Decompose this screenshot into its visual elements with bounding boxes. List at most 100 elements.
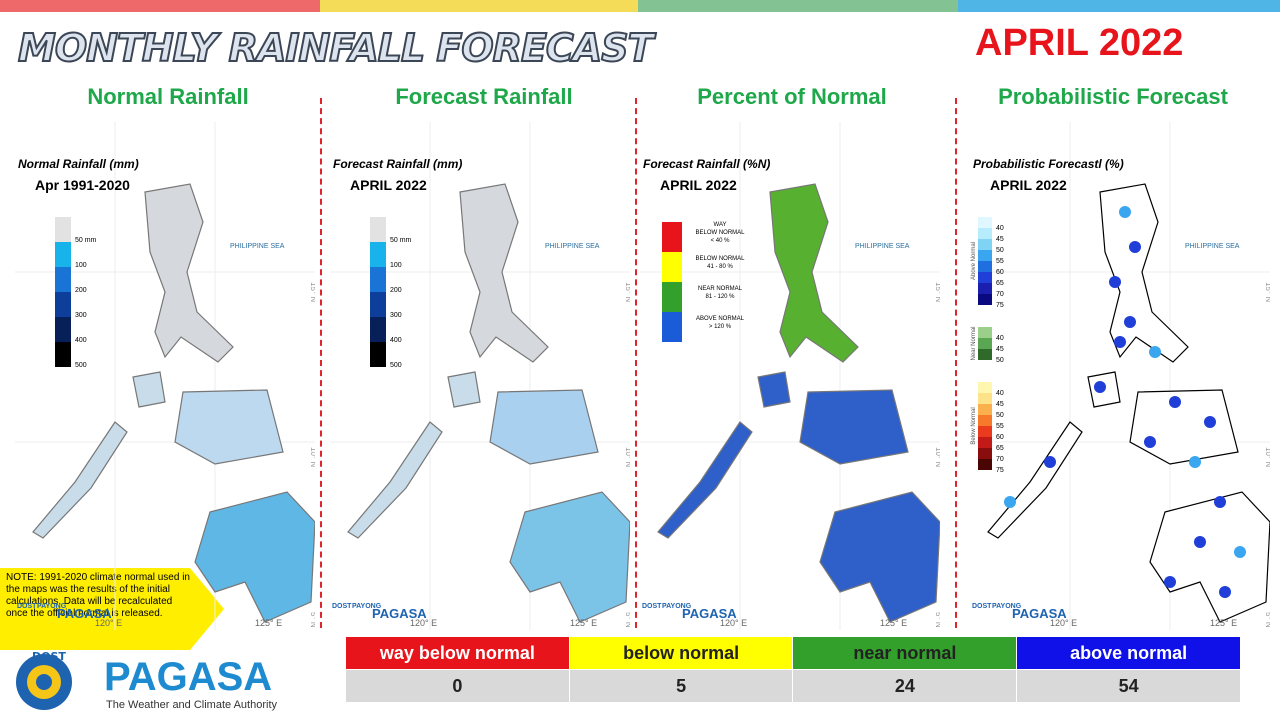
legend-swatch	[978, 239, 992, 250]
legend-tick: 60	[996, 269, 1004, 276]
map: Forecast Rainfall (%N) APRIL 2022 PHILIPPI…	[640, 122, 940, 630]
legend-tick: 50	[996, 412, 1004, 419]
legend-swatch	[55, 267, 71, 292]
legend-swatch	[978, 272, 992, 283]
legend-swatch	[978, 261, 992, 272]
legend-swatch	[978, 228, 992, 239]
island	[987, 421, 1083, 539]
legend-tick: 50	[996, 357, 1004, 364]
legend-tick: 60	[996, 434, 1004, 441]
legend-label: 400	[390, 337, 402, 344]
legend-tick: 55	[996, 258, 1004, 265]
lon-label: 125° E	[880, 618, 907, 628]
lat-label: 15° N	[934, 282, 940, 302]
top-bar	[0, 0, 320, 12]
forecast-dot	[1119, 206, 1131, 218]
island	[657, 421, 753, 539]
legend-swatch	[370, 242, 386, 267]
map-title: Normal Rainfall (mm)	[18, 157, 139, 171]
legend-swatch	[978, 393, 992, 404]
map-subtitle: APRIL 2022	[990, 177, 1067, 193]
island	[489, 389, 599, 465]
legend-swatch	[978, 437, 992, 448]
legend-tick: 70	[996, 291, 1004, 298]
brand-label: PAGASA	[1012, 606, 1067, 621]
category-header: above normal	[1016, 636, 1241, 670]
lon-label: 120° E	[720, 618, 747, 628]
island	[1129, 389, 1239, 465]
legend-tick: 65	[996, 280, 1004, 287]
legend-label: 400	[75, 337, 87, 344]
legend-tick: 45	[996, 236, 1004, 243]
panel-heading: Forecast Rainfall	[395, 84, 573, 109]
legend-swatch	[370, 217, 386, 242]
legend-swatch	[978, 349, 992, 360]
legend-swatch	[978, 327, 992, 338]
island	[447, 371, 481, 408]
count-cell: 0	[345, 669, 570, 703]
logo-tagline: The Weather and Climate Authority	[106, 699, 277, 711]
legend-swatch	[370, 342, 386, 367]
legend-tick: 45	[996, 401, 1004, 408]
map-subtitle: Apr 1991-2020	[35, 177, 130, 193]
legend-tick: 45	[996, 346, 1004, 353]
legend-group-label: Above Normal	[971, 242, 977, 280]
forecast-dot	[1169, 396, 1181, 408]
legend-label: > 120 %	[709, 324, 732, 330]
legend-label: 50 mm	[75, 237, 97, 244]
forecast-dot	[1004, 496, 1016, 508]
forecast-dot	[1094, 381, 1106, 393]
island	[757, 371, 791, 408]
map-title: Forecast Rainfall (%N)	[643, 157, 770, 171]
lat-label: 10° N	[624, 447, 630, 467]
legend-label: BELOW NORMAL	[695, 230, 745, 236]
note: NOTE: 1991-2020 climate normal used in t…	[6, 572, 190, 619]
count-cell: 54	[1016, 669, 1241, 703]
note-box	[0, 568, 224, 650]
lat-label: 10° N	[934, 447, 940, 467]
count-cell: 5	[568, 669, 794, 703]
forecast-dot	[1164, 576, 1176, 588]
legend-swatch	[978, 448, 992, 459]
separator	[635, 98, 637, 628]
legend-swatch	[370, 292, 386, 317]
legend-tick: 40	[996, 225, 1004, 232]
island	[459, 183, 549, 363]
legend-swatch	[370, 267, 386, 292]
island	[1099, 183, 1189, 363]
legend-swatch	[978, 459, 992, 470]
forecast-dot	[1044, 456, 1056, 468]
legend-label: 200	[75, 287, 87, 294]
island	[509, 491, 630, 623]
sea-label: PHILIPPINE SEA	[230, 243, 285, 250]
brand-label: PAYONG	[352, 603, 382, 610]
legend-swatch	[662, 222, 682, 252]
legend-group-label: Near Normal	[971, 326, 977, 360]
legend-label: 500	[75, 362, 87, 369]
island	[194, 491, 315, 623]
separator	[955, 98, 957, 628]
island	[132, 371, 166, 408]
forecast-dot	[1194, 536, 1206, 548]
lat-label: 5° N	[624, 612, 630, 628]
legend-tick: 40	[996, 335, 1004, 342]
forecast-dot	[1124, 316, 1136, 328]
brand-label: PAGASA	[372, 606, 427, 621]
forecast-dot	[1234, 546, 1246, 558]
legend-tick: 50	[996, 247, 1004, 254]
top-bar	[638, 0, 958, 12]
legend-swatch	[662, 282, 682, 312]
legend-label: 50 mm	[390, 237, 412, 244]
brand-label: PAYONG	[992, 603, 1022, 610]
forecast-dot	[1214, 496, 1226, 508]
legend-swatch	[55, 292, 71, 317]
legend-swatch	[978, 294, 992, 305]
category-header: near normal	[792, 636, 1018, 670]
island	[144, 183, 234, 363]
legend-label: 200	[390, 287, 402, 294]
legend-label: ABOVE NORMAL	[696, 316, 745, 322]
brand-label: DOST	[17, 603, 37, 610]
legend-label: WAY	[714, 222, 727, 228]
panel-heading: Percent of Normal	[697, 84, 887, 109]
